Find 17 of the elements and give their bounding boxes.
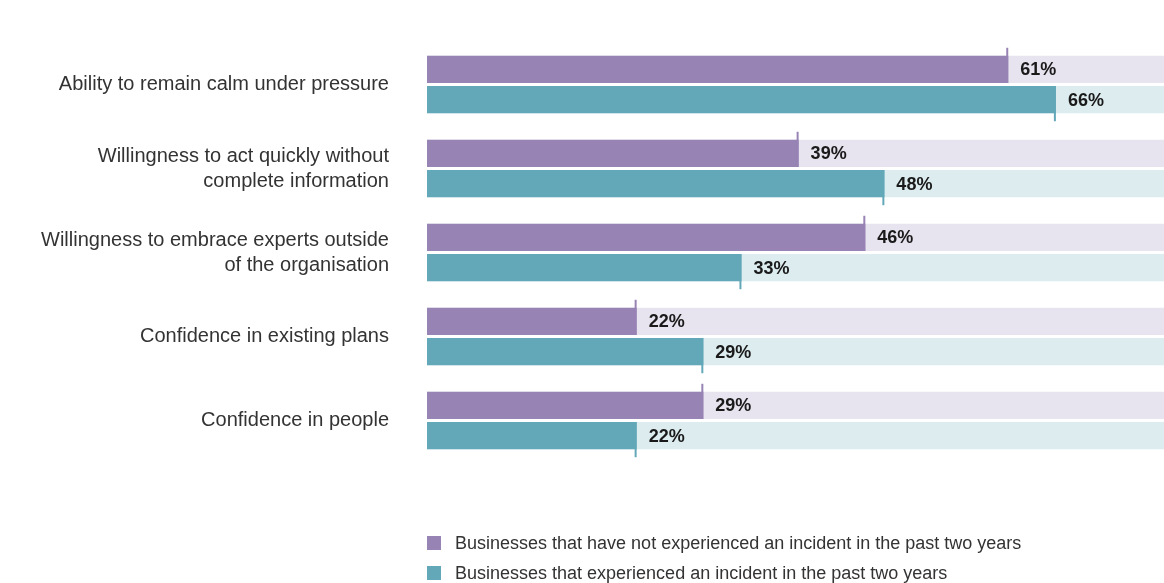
data-label: 39%	[810, 143, 847, 164]
data-label: 29%	[715, 341, 752, 362]
data-label: 29%	[715, 395, 752, 416]
y-tick-label: Confidence in people	[201, 408, 389, 431]
data-label: 33%	[753, 257, 790, 278]
legend-label: Businesses that experienced an incident in the past two years	[455, 562, 948, 583]
data-label: 22%	[648, 425, 685, 446]
data-label: 46%	[877, 227, 914, 248]
data-label: 61%	[1020, 59, 1057, 80]
data-label: 66%	[1067, 89, 1104, 110]
y-tick-label: Confidence in existing plans	[139, 324, 389, 347]
y-tick-label: Ability to remain calm under pressure	[58, 72, 389, 95]
y-tick-label: Willingness to act quickly without complete information	[97, 143, 390, 191]
y-tick-label: Willingness to embrace experts outside of the organisation	[41, 227, 389, 275]
legend-label: Businesses that have not experienced an incident in the past two years	[455, 532, 1022, 554]
data-label: 48%	[896, 173, 933, 194]
data-label: 22%	[648, 311, 685, 332]
